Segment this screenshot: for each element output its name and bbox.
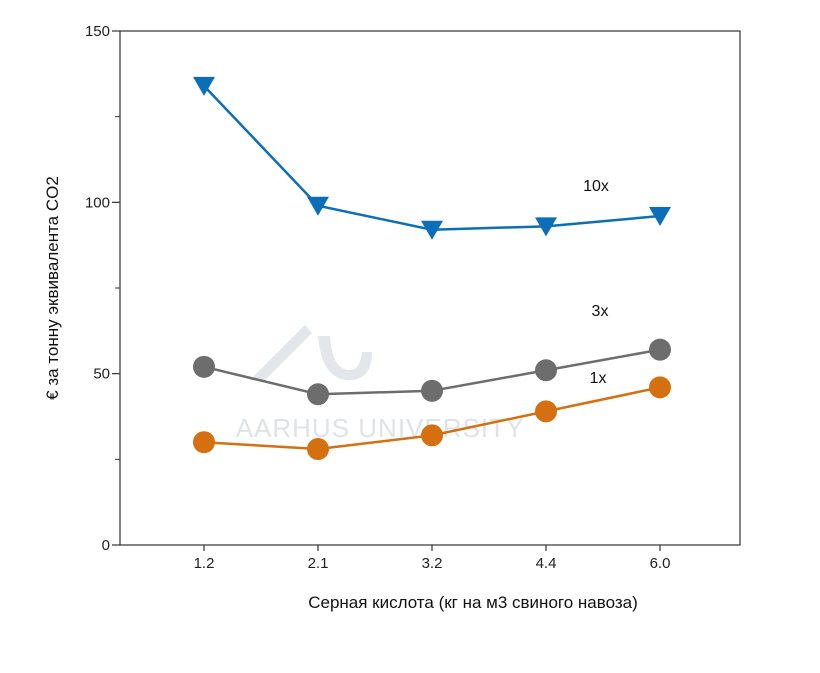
y-tick-label: 50 bbox=[93, 366, 110, 383]
plot-frame bbox=[119, 30, 741, 546]
data-point bbox=[535, 217, 557, 237]
y-tick-label: 100 bbox=[85, 194, 110, 211]
x-tick-label: 6.0 bbox=[650, 555, 671, 572]
x-tick-label: 4.4 bbox=[536, 555, 557, 572]
data-point bbox=[421, 220, 443, 240]
series-label-10x: 10x bbox=[583, 178, 609, 195]
series-3x bbox=[193, 338, 671, 406]
series-layer bbox=[193, 76, 671, 461]
x-axis: 1.2 2.1 3.2 4.4 6.0 bbox=[194, 545, 671, 572]
data-point bbox=[307, 438, 329, 461]
watermark: AARHUS UNIVERSITY bbox=[236, 325, 525, 443]
x-tick-label: 1.2 bbox=[194, 555, 215, 572]
data-point bbox=[649, 338, 671, 361]
data-point bbox=[421, 424, 443, 447]
y-axis: 0 50 100 150 bbox=[85, 23, 120, 554]
series-10x bbox=[193, 76, 671, 240]
data-point bbox=[193, 431, 215, 454]
series-1x bbox=[193, 376, 671, 461]
data-point bbox=[193, 76, 215, 96]
watermark-text: AARHUS UNIVERSITY bbox=[236, 413, 525, 443]
y-tick-label: 150 bbox=[85, 23, 110, 40]
x-tick-label: 2.1 bbox=[308, 555, 329, 572]
data-point bbox=[649, 376, 671, 399]
data-point bbox=[193, 355, 215, 378]
watermark-logo bbox=[250, 325, 372, 381]
series-line bbox=[203, 84, 661, 232]
data-point bbox=[307, 196, 329, 216]
data-point bbox=[649, 207, 671, 227]
data-point bbox=[535, 359, 557, 382]
data-point bbox=[421, 379, 443, 402]
series-label-1x: 1x bbox=[590, 370, 607, 387]
series-label-3x: 3x bbox=[592, 303, 609, 320]
data-point bbox=[307, 383, 329, 406]
y-tick-label: 0 bbox=[102, 537, 110, 554]
x-axis-title: Серная кислота (кг на м3 свиного навоза) bbox=[308, 593, 638, 612]
data-point bbox=[535, 400, 557, 423]
y-axis-title: € за тонну эквивалента CO2 bbox=[43, 176, 62, 400]
x-tick-label: 3.2 bbox=[422, 555, 443, 572]
series-labels: 10x 3x 1x bbox=[583, 178, 609, 387]
